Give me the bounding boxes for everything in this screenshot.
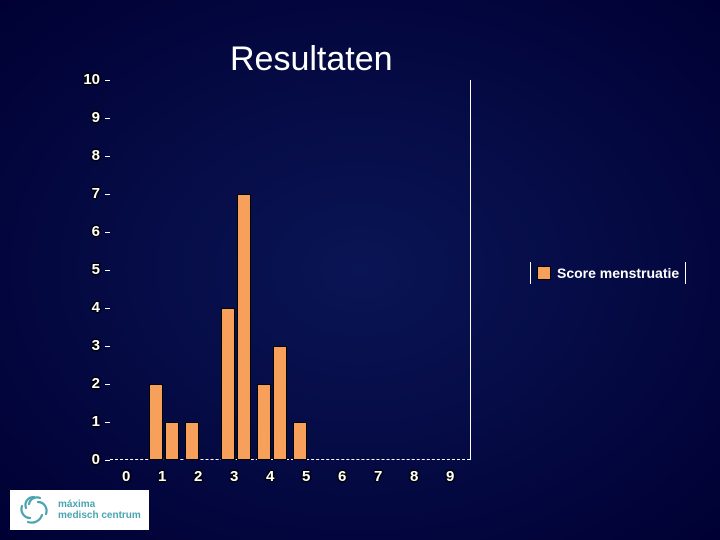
x-axis-label: 9 — [446, 468, 454, 485]
y-tick — [105, 118, 110, 119]
y-axis-label: 5 — [92, 261, 100, 278]
bar — [185, 422, 199, 460]
x-axis-label: 0 — [122, 468, 130, 485]
y-tick — [105, 194, 110, 195]
y-axis-label: 3 — [92, 337, 100, 354]
bar — [237, 194, 251, 460]
plot-area: 0123456789100123456789 — [110, 80, 471, 460]
y-axis-label: 0 — [92, 451, 100, 468]
x-axis-label: 2 — [194, 468, 202, 485]
bar — [221, 308, 235, 460]
bar-chart: 0123456789100123456789 — [110, 80, 470, 460]
y-tick — [105, 156, 110, 157]
logo: máxima medisch centrum — [10, 490, 149, 530]
logo-icon — [18, 494, 50, 526]
x-axis-label: 5 — [302, 468, 310, 485]
legend-swatch — [537, 266, 551, 280]
y-axis-label: 10 — [83, 71, 100, 88]
y-tick — [105, 346, 110, 347]
y-tick — [105, 460, 110, 461]
x-axis-label: 3 — [230, 468, 238, 485]
y-tick — [105, 308, 110, 309]
x-axis — [110, 459, 470, 460]
page-title: Resultaten — [230, 40, 393, 79]
logo-text: máxima medisch centrum — [58, 499, 141, 521]
y-axis-label: 6 — [92, 223, 100, 240]
bar — [293, 422, 307, 460]
x-axis-label: 7 — [374, 468, 382, 485]
x-axis-label: 1 — [158, 468, 166, 485]
y-axis-label: 4 — [92, 299, 100, 316]
y-tick — [105, 80, 110, 81]
y-axis-label: 7 — [92, 185, 100, 202]
x-axis-label: 8 — [410, 468, 418, 485]
y-axis-label: 1 — [92, 413, 100, 430]
bar — [149, 384, 163, 460]
y-axis-label: 9 — [92, 109, 100, 126]
x-axis-label: 6 — [338, 468, 346, 485]
y-tick — [105, 422, 110, 423]
y-axis-label: 8 — [92, 147, 100, 164]
y-tick — [105, 384, 110, 385]
y-tick — [105, 270, 110, 271]
y-tick — [105, 232, 110, 233]
bar — [257, 384, 271, 460]
y-axis-label: 2 — [92, 375, 100, 392]
legend-label: Score menstruatie — [557, 265, 679, 281]
bar — [165, 422, 179, 460]
bar — [273, 346, 287, 460]
legend: Score menstruatie — [530, 262, 686, 284]
x-axis-label: 4 — [266, 468, 274, 485]
